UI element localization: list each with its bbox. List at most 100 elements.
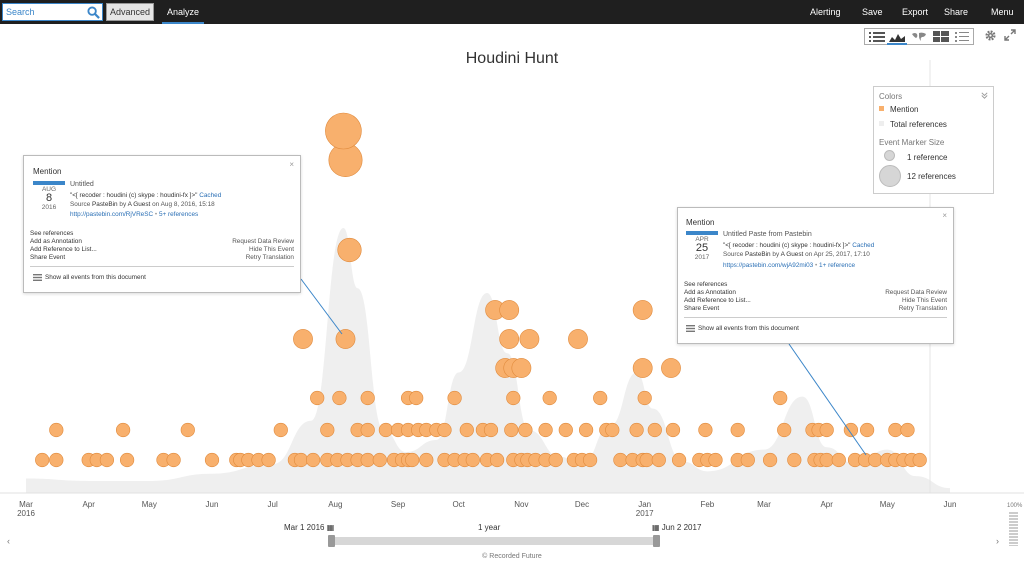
mention-event-marker[interactable]	[632, 300, 653, 320]
mention-event-marker[interactable]	[419, 452, 434, 468]
mention-event-marker[interactable]	[310, 390, 325, 406]
mention-event-marker[interactable]	[665, 422, 681, 438]
mention-event-marker[interactable]	[293, 452, 309, 468]
nav-save[interactable]: Save	[862, 7, 883, 17]
document-url-link[interactable]: https://pastebin.com/wjA92mi03	[723, 262, 814, 269]
mention-event-marker[interactable]	[372, 452, 387, 468]
mention-event-marker[interactable]	[637, 390, 652, 406]
mention-event-marker[interactable]	[320, 422, 335, 438]
search-input[interactable]	[6, 5, 86, 19]
show-all-events-link[interactable]: Show all events from this document	[33, 274, 146, 281]
mention-event-marker[interactable]	[605, 422, 620, 438]
cached-link[interactable]: Cached	[199, 192, 222, 199]
tab-analyze[interactable]: Analyze	[160, 0, 206, 24]
range-slider-track[interactable]	[328, 537, 660, 545]
add-to-list-link[interactable]: Add Reference to List...	[684, 297, 751, 304]
mention-event-marker[interactable]	[831, 452, 846, 468]
mention-event-marker[interactable]	[325, 112, 362, 150]
range-start-date[interactable]: Mar 1 2016 ▦	[284, 523, 334, 532]
retry-translation-link[interactable]: Retry Translation	[245, 254, 294, 261]
calendar-icon[interactable]: ▦	[652, 523, 660, 532]
mention-event-marker[interactable]	[888, 422, 903, 438]
mention-event-marker[interactable]	[499, 329, 520, 349]
mention-event-marker[interactable]	[115, 422, 131, 438]
mention-event-marker[interactable]	[773, 390, 788, 406]
collapse-chevron-icon[interactable]	[980, 91, 989, 100]
mention-event-marker[interactable]	[378, 422, 394, 438]
mention-event-marker[interactable]	[180, 422, 195, 438]
mention-event-marker[interactable]	[261, 452, 276, 468]
mention-event-marker[interactable]	[293, 329, 313, 349]
mention-event-marker[interactable]	[204, 452, 220, 468]
mention-event-marker[interactable]	[409, 390, 424, 406]
mention-event-marker[interactable]	[332, 390, 347, 406]
range-end-date[interactable]: ▦ Jun 2 2017	[652, 523, 701, 532]
scroll-right-icon[interactable]: ›	[996, 536, 999, 546]
nav-alerting[interactable]: Alerting	[810, 7, 841, 17]
mention-event-marker[interactable]	[405, 452, 420, 468]
mention-event-marker[interactable]	[506, 390, 521, 406]
see-references-link[interactable]: See references	[684, 281, 728, 288]
mention-event-marker[interactable]	[593, 390, 608, 406]
hide-event-link[interactable]: Hide This Event	[249, 246, 294, 253]
mention-event-marker[interactable]	[335, 329, 356, 349]
request-review-link[interactable]: Request Data Review	[885, 289, 947, 296]
mention-event-marker[interactable]	[578, 422, 594, 438]
advanced-search-button[interactable]: Advanced	[106, 3, 154, 21]
mention-event-marker[interactable]	[166, 452, 181, 468]
mention-event-marker[interactable]	[337, 237, 362, 263]
mention-event-marker[interactable]	[661, 358, 681, 378]
nav-export[interactable]: Export	[902, 7, 929, 17]
range-slider-left-handle[interactable]	[328, 535, 335, 547]
mention-event-marker[interactable]	[647, 422, 662, 438]
gear-icon[interactable]	[984, 29, 997, 42]
table-view-icon[interactable]	[933, 31, 949, 43]
mention-event-marker[interactable]	[632, 358, 653, 378]
mention-event-marker[interactable]	[762, 452, 778, 468]
add-annotation-link[interactable]: Add as Annotation	[30, 238, 82, 245]
mention-event-marker[interactable]	[360, 452, 375, 468]
mention-event-marker[interactable]	[499, 300, 520, 320]
mention-event-marker[interactable]	[99, 452, 114, 468]
mention-event-marker[interactable]	[900, 422, 915, 438]
mention-event-marker[interactable]	[511, 358, 532, 378]
mention-event-marker[interactable]	[119, 452, 135, 468]
mention-event-marker[interactable]	[787, 452, 802, 468]
mention-event-marker[interactable]	[306, 452, 321, 468]
mention-event-marker[interactable]	[843, 422, 859, 438]
mention-event-marker[interactable]	[651, 452, 666, 468]
document-title[interactable]: Untitled Paste from Pastebin	[723, 231, 812, 238]
mention-event-marker[interactable]	[819, 422, 834, 438]
mention-event-marker[interactable]	[629, 422, 644, 438]
mention-event-marker[interactable]	[483, 422, 499, 438]
scroll-left-icon[interactable]: ‹	[7, 536, 10, 546]
references-link[interactable]: 5+ references	[158, 211, 199, 218]
mention-event-marker[interactable]	[542, 390, 557, 406]
document-url-link[interactable]: http://pastebin.com/RjVReSC	[70, 211, 154, 218]
mention-event-marker[interactable]	[777, 422, 792, 438]
mention-event-marker[interactable]	[437, 422, 452, 438]
mention-event-marker[interactable]	[360, 390, 375, 406]
see-references-link[interactable]: See references	[30, 230, 74, 237]
calendar-icon[interactable]: ▦	[326, 523, 335, 532]
mention-event-marker[interactable]	[504, 422, 519, 438]
nav-menu[interactable]: Menu	[991, 7, 1014, 17]
mention-event-marker[interactable]	[859, 422, 875, 438]
references-link[interactable]: 1+ reference	[819, 262, 856, 269]
mention-event-marker[interactable]	[698, 422, 713, 438]
mention-event-marker[interactable]	[447, 390, 462, 406]
range-slider-right-handle[interactable]	[653, 535, 660, 547]
hide-event-link[interactable]: Hide This Event	[902, 297, 947, 304]
mention-event-marker[interactable]	[708, 452, 723, 468]
detail-list-icon[interactable]	[955, 31, 971, 43]
mention-event-marker[interactable]	[868, 452, 883, 468]
mention-event-marker[interactable]	[360, 422, 375, 438]
close-icon[interactable]: ×	[942, 211, 947, 220]
close-icon[interactable]: ×	[289, 160, 294, 169]
add-annotation-link[interactable]: Add as Annotation	[684, 289, 736, 296]
mention-event-marker[interactable]	[548, 452, 563, 468]
mention-event-marker[interactable]	[465, 452, 480, 468]
mention-event-marker[interactable]	[49, 452, 64, 468]
mention-event-marker[interactable]	[730, 422, 745, 438]
mention-event-marker[interactable]	[740, 452, 755, 468]
